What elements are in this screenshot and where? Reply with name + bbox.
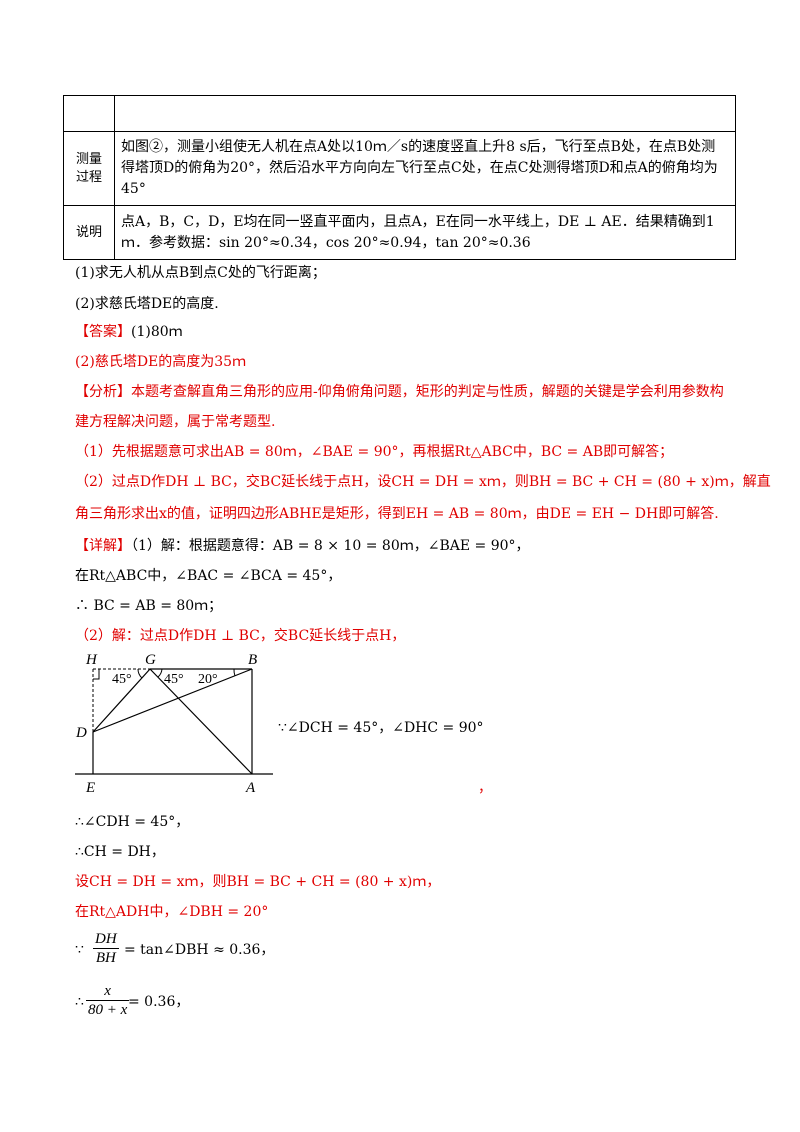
table-head-cell [63,95,115,132]
angle-label-right: 20° [198,672,218,687]
fraction-1-denominator: BH [95,950,116,966]
right-angle-mark [93,669,100,680]
segment-ca [149,668,253,775]
analysis-label: 【分析】 [75,384,131,400]
table-head-cell: 测量过程 [63,131,115,206]
angle-arc-left [137,668,143,679]
label-a: A [245,780,256,796]
detail-line-4: （2）解：过点D作DH ⊥ BC，交BC延长线于点H， [75,628,406,644]
table-content-cell [114,95,736,132]
table-row: 说明 点A，B，C，D，E均在同一竖直平面内，且点A，E在同一水平线上，DE ⊥… [63,205,736,260]
analysis-text: 本题考查解直角三角形的应用-仰角俯角问题，矩形的判定与性质，解题的关键是学会利用… [131,384,724,400]
angle-label-left: 45° [112,672,132,687]
analysis-line-5: 角三角形求出x的值，证明四边形ABHE是矩形，得到EH = AB = 80ｍ，由… [75,506,719,522]
detail-line-7: 设CH = DH = xｍ，则BH = BC + CH = (80 + x)ｍ， [75,874,441,890]
analysis-line-1: 【分析】本题考查解直角三角形的应用-仰角俯角问题，矩形的判定与性质，解题的关键是… [75,382,724,402]
fraction-2-numerator: x [86,982,130,1001]
geometry-figure: H G B D E A 45° 45° 20° [75,652,273,796]
segment-cd [92,668,151,733]
angle-label-mid: 45° [164,672,184,687]
detail-comma: ， [478,780,492,796]
detail-line-6: ∴CH = DH， [75,844,165,860]
answer-label: 【答案】 [75,324,131,340]
fraction-line-2-prefix: ∴ [75,994,84,1010]
detail-label: 【详解】 [75,538,131,554]
analysis-line-2: 建方程解决问题，属于常考题型. [75,414,276,430]
answer-2: (2)慈氏塔DE的高度为35ｍ [75,354,247,370]
table-head-cell: 说明 [63,205,115,260]
fraction-2: x 80 + x [86,982,130,1019]
detail-line-5: ∴∠CDH = 45°， [75,814,190,830]
detail-line-1: 【详解】（1）解：根据题意得：AB = 8 × 10 = 80ｍ，∠BAE = … [75,536,530,556]
segment-db [92,668,253,733]
fraction-line-1-suffix: = tan∠DBH ≈ 0.36， [124,942,275,958]
table-row [63,95,736,132]
angle-arc-right [233,668,236,677]
answer-1-text: (1)80ｍ [131,324,183,340]
detail-line-2: 在Rt△ABC中，∠BAC = ∠BCA = 45°， [75,568,342,584]
fraction-line-1-prefix: ∵ [75,942,84,958]
answer-1: 【答案】(1)80ｍ [75,322,183,342]
detail-line-3: ∴ BC = AB = 80ｍ； [75,598,223,614]
table-content-cell: 如图②，测量小组使无人机在点A处以10ｍ／s的速度竖直上升8 s后，飞行至点B处… [114,131,736,206]
fraction-1-numerator: DH [93,931,119,949]
question-2: (2)求慈氏塔DE的高度. [75,296,219,312]
table-content-cell: 点A，B，C，D，E均在同一竖直平面内，且点A，E在同一水平线上，DE ⊥ AE… [114,205,736,260]
detail-line-8: 在Rt△ADH中，∠DBH = 20° [75,904,269,920]
label-e: E [85,780,95,796]
label-g: G [145,652,156,668]
analysis-line-3: （1）先根据题意可求出AB = 80ｍ，∠BAE = 90°，再根据Rt△ABC… [75,444,674,460]
label-h: H [85,652,98,668]
label-d: D [75,725,87,741]
fraction-line-2-suffix: = 0.36， [128,994,190,1010]
detail-text: （1）解：根据题意得：AB = 8 × 10 = 80ｍ，∠BAE = 90°， [131,538,530,554]
label-b: B [248,652,257,668]
analysis-line-4: （2）过点D作DH ⊥ BC，交BC延长线于点H，设CH = DH = xｍ，则… [75,474,771,490]
question-1: (1)求无人机从点B到点C处的飞行距离； [75,265,326,281]
table-row: 测量过程 如图②，测量小组使无人机在点A处以10ｍ／s的速度竖直上升8 s后，飞… [63,131,736,206]
fraction-2-denominator: 80 + x [88,1002,128,1018]
measurement-table: 测量过程 如图②，测量小组使无人机在点A处以10ｍ／s的速度竖直上升8 s后，飞… [63,95,736,260]
detail-beside-figure: ∵∠DCH = 45°，∠DHC = 90° [278,720,484,736]
angle-arc-mid [157,668,163,678]
fraction-1: DH BH [93,930,119,967]
